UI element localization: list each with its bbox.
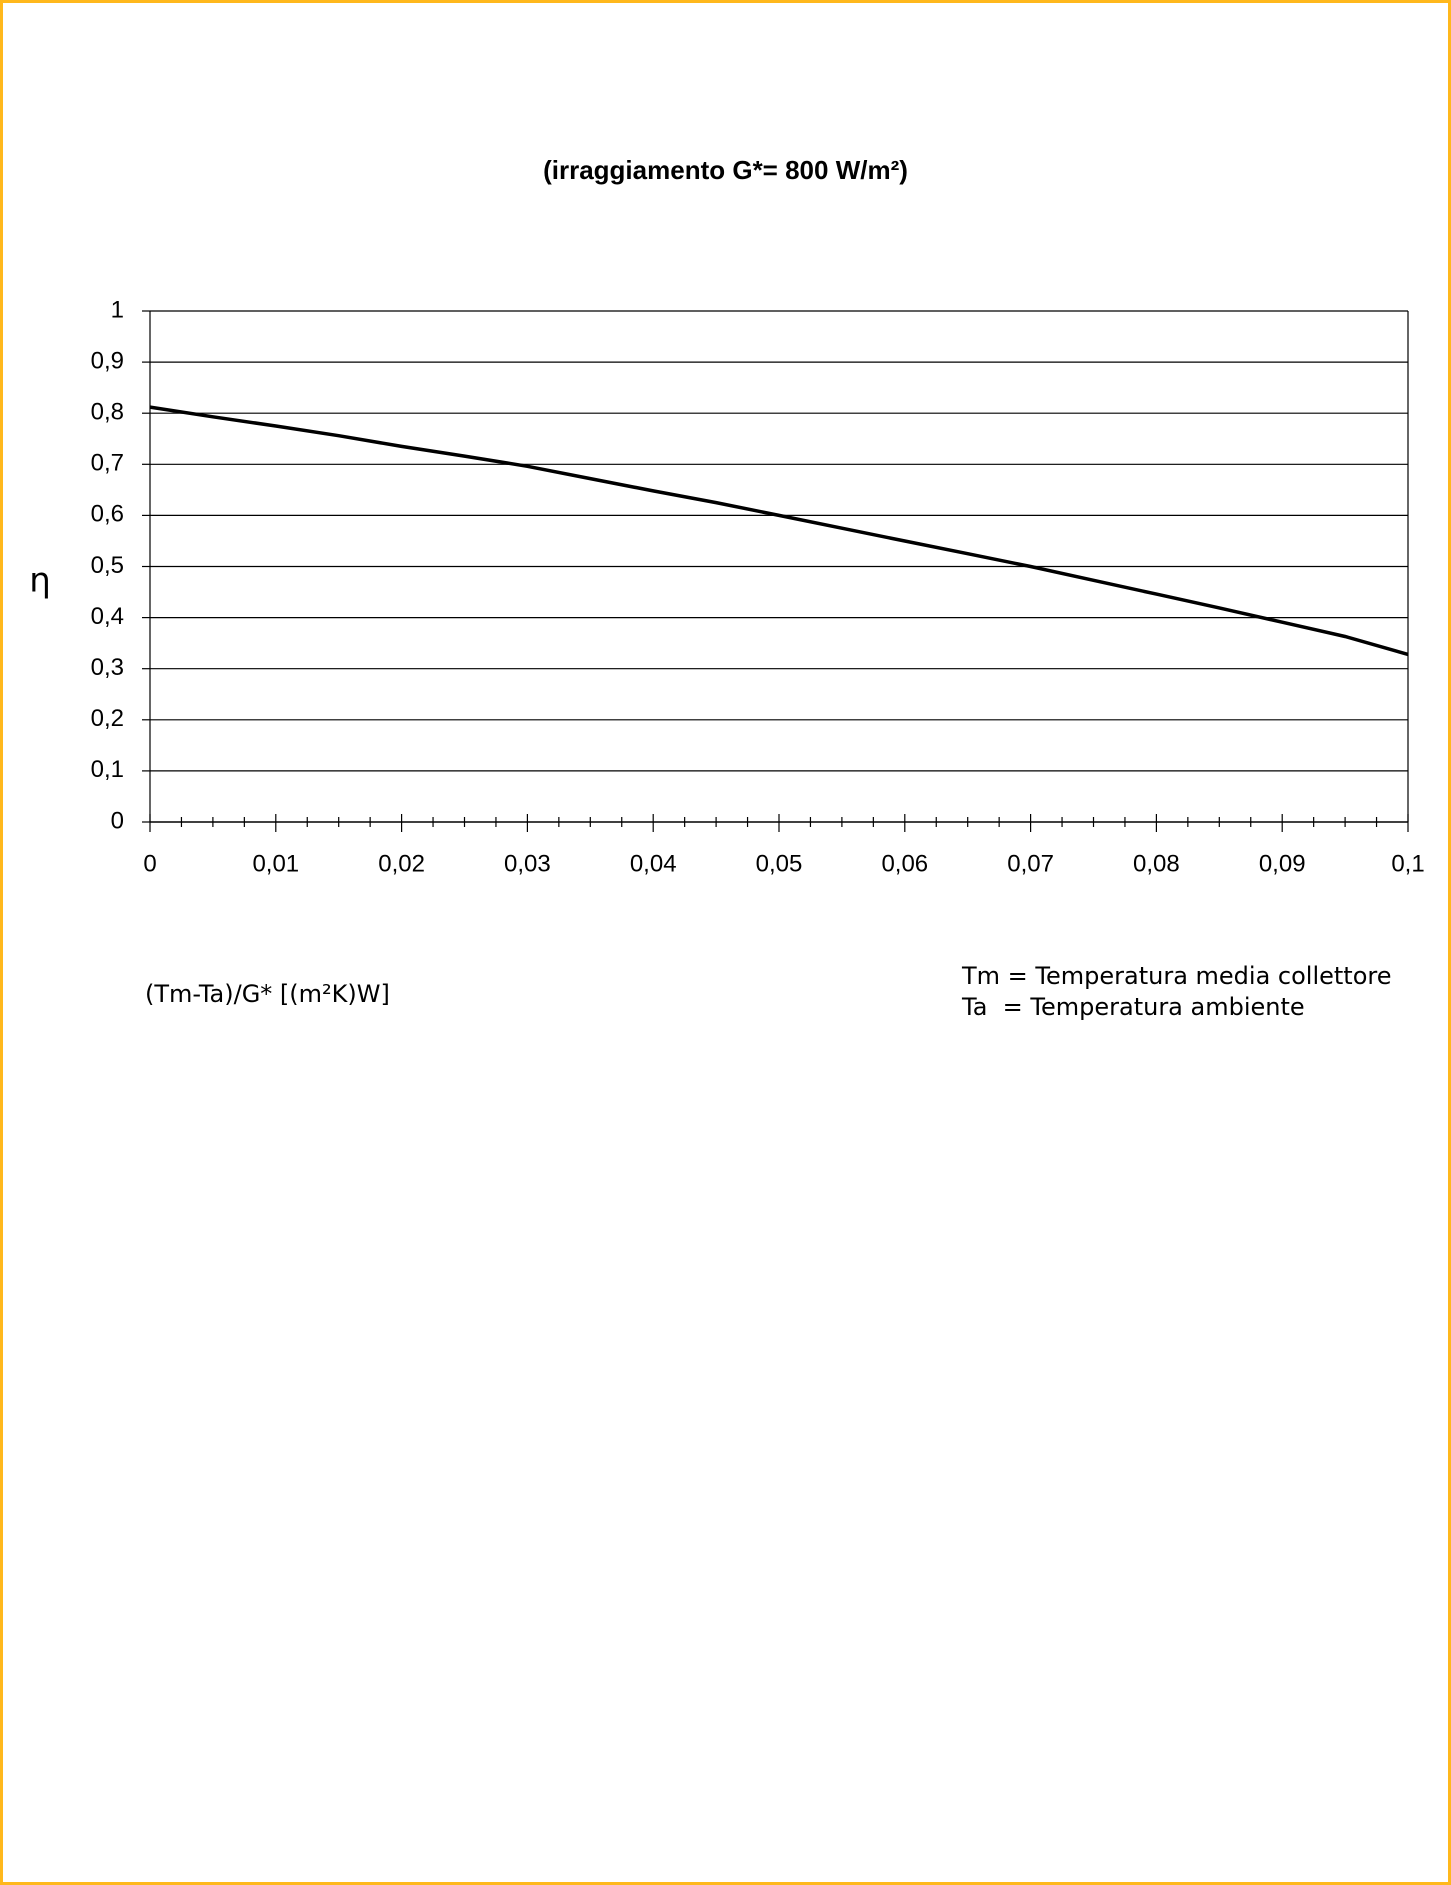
y-tick-label: 0,2 [91,705,124,732]
y-tick-label: 1 [111,296,124,323]
x-tick-label: 0,05 [756,850,803,877]
axes [142,310,1409,832]
x-tick-labels: 0 0,01 0,02 0,03 0,04 0,05 0,06 0,07 0,08 0,09 0,1 [143,850,1424,877]
x-tick-label: 0,06 [881,850,928,877]
x-tick-label: 0,04 [630,850,677,877]
y-tick-label: 0,4 [91,603,124,630]
x-tick-label: 0,02 [378,850,425,877]
efficiency-curve [149,405,1409,657]
x-axis-label: (Tm-Ta)/G* [(m²K)W] [145,980,390,1008]
x-tick-label: 0,01 [252,850,299,877]
x-tick-label: 0,09 [1259,850,1306,877]
y-tick-label: 0,6 [91,501,124,528]
x-tick-label: 0,03 [504,850,551,877]
legend-note-tm: Tm = Temperatura media collettore [962,962,1392,990]
y-axis-label: η [29,561,51,601]
x-tick-label: 0 [143,850,156,877]
y-tick-label: 0,9 [91,347,124,374]
legend-note-ta: Ta = Temperatura ambiente [962,993,1305,1021]
y-tick-label: 0 [111,807,124,834]
x-tick-label: 0,07 [1007,850,1054,877]
x-tick-label: 0,08 [1133,850,1180,877]
grid-lines [150,310,1408,772]
y-tick-label: 0,3 [91,654,124,681]
x-tick-label: 0,1 [1391,850,1424,877]
y-tick-labels: 0 0,1 0,2 0,3 0,4 0,5 0,6 0,7 0,8 0,9 1 [91,296,124,834]
y-tick-label: 0,1 [91,756,124,783]
chart-svg: 00,10,20,30,40,50,60,70,80,91 0 0,01 0,02 0… [29,296,1424,877]
y-tick-label: 0,8 [91,399,124,426]
y-tick-label: 0,5 [91,552,124,579]
chart-title-text: (irraggiamento G*= 800 W/m²) [543,155,908,185]
chart-title: (irraggiamento G*= 800 W/m²) [0,155,1451,186]
y-tick-label: 0,7 [91,450,124,477]
